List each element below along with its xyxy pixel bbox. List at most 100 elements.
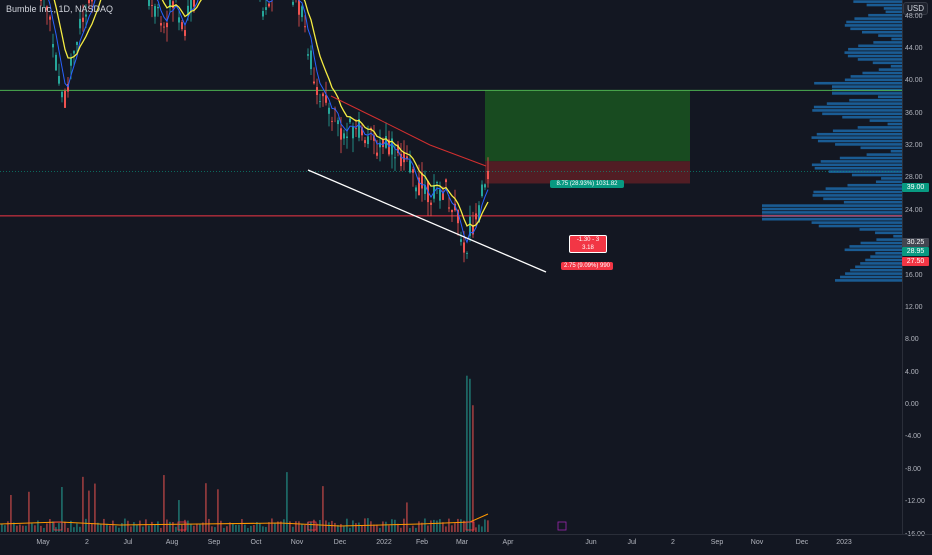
candle-body: [463, 242, 465, 253]
candle-body: [49, 16, 51, 20]
volume-bar: [169, 521, 171, 532]
candle-body: [367, 136, 369, 145]
volume-bar: [340, 523, 342, 532]
volume-profile-bar: [816, 132, 902, 136]
time-tick-label: Mar: [455, 539, 469, 546]
candle-body: [409, 160, 411, 173]
price-axis[interactable]: [902, 0, 932, 534]
volume-bar: [226, 526, 228, 532]
volume-profile-bar: [853, 0, 902, 3]
volume-bar: [154, 524, 156, 532]
volume-bar: [376, 524, 378, 532]
volume-bar: [460, 519, 462, 532]
volume-bar: [211, 526, 213, 532]
volume-bar: [199, 523, 201, 532]
volume-bar: [28, 491, 30, 532]
time-tick-label: Feb: [415, 539, 429, 546]
volume-bar: [424, 518, 426, 532]
volume-profile-bar: [878, 34, 902, 37]
volume-profile-bar: [835, 143, 902, 146]
volume-bar: [4, 525, 6, 532]
volume-bar: [79, 526, 81, 532]
volume-profile-bar: [870, 255, 902, 258]
volume-bar: [58, 523, 60, 532]
candle-body: [466, 253, 468, 254]
volume-bar: [55, 527, 57, 532]
currency-selector[interactable]: USD: [903, 2, 928, 15]
time-tick-label: May: [36, 539, 50, 546]
price-tick-label: 32.00: [905, 142, 923, 150]
symbol-title: Bumble Inc., 1D, NASDAQ: [6, 4, 114, 14]
candle-body: [415, 187, 417, 192]
volume-profile-bar: [885, 10, 902, 14]
candle-body: [349, 118, 351, 123]
volume-profile-bar: [850, 75, 902, 78]
volume-bar: [118, 527, 120, 532]
candle-body: [451, 209, 453, 213]
volume-profile-bar: [860, 241, 902, 245]
candle-body: [82, 17, 84, 22]
profit-target-label: 8.75 (28.93%) 1031.82: [550, 180, 624, 188]
candle-body: [40, 0, 42, 1]
time-tick-label: Jun: [585, 539, 597, 546]
volume-average-line: [0, 513, 489, 527]
volume-bar: [115, 525, 117, 532]
time-axis[interactable]: [0, 534, 932, 551]
candle-body: [73, 51, 75, 54]
volume-bar: [418, 521, 420, 532]
volume-bar: [214, 527, 216, 532]
volume-profile-bar: [866, 153, 902, 156]
volume-profile-bar: [844, 24, 902, 27]
volume-bar: [397, 523, 399, 532]
candle-body: [337, 120, 339, 125]
volume-bar: [145, 519, 147, 532]
blue-moving-average: [48, 0, 489, 244]
volume-bar: [271, 518, 273, 532]
volume-profile-bar: [866, 3, 902, 7]
volume-bar: [250, 525, 252, 532]
volume-bar: [334, 522, 336, 532]
entry-price-label: 30.25: [902, 238, 929, 247]
candle-body: [424, 185, 426, 194]
volume-profile-bar: [826, 102, 902, 105]
volume-bar: [1, 523, 3, 532]
volume-bar: [385, 521, 387, 532]
volume-bar: [259, 523, 261, 532]
volume-bar: [487, 520, 489, 532]
price-tick-label: 36.00: [905, 109, 923, 117]
volume-bar: [358, 522, 360, 532]
candle-body: [178, 17, 180, 23]
price-tick-label: -4.00: [905, 433, 921, 441]
candle-body: [307, 54, 309, 56]
volume-profile-bar: [857, 58, 902, 61]
candle-body: [358, 119, 360, 138]
volume-profile-bar: [823, 197, 902, 201]
volume-bar: [436, 520, 438, 532]
volume-bar: [454, 523, 456, 532]
volume-bar: [109, 525, 111, 532]
volume-bar: [463, 520, 465, 532]
candle-body: [355, 128, 357, 130]
volume-profile-bar: [844, 51, 902, 54]
volume-profile-bar: [825, 187, 902, 190]
volume-bar: [49, 519, 51, 532]
candle-body: [88, 0, 90, 4]
candle-body: [310, 50, 312, 70]
volume-bar: [388, 525, 390, 532]
volume-bar: [217, 489, 219, 532]
candle-body: [64, 90, 66, 108]
volume-profile-bar: [820, 160, 902, 163]
candle-body: [346, 136, 348, 139]
time-tick-label: Dec: [795, 539, 809, 546]
candle-body: [379, 142, 381, 148]
volume-bar: [469, 378, 471, 532]
candle-body: [340, 128, 342, 140]
earnings-marker-icon: [307, 521, 317, 531]
candle-body: [70, 58, 72, 66]
volume-bar: [22, 525, 24, 532]
volume-bar: [472, 405, 474, 532]
volume-bar: [400, 527, 402, 532]
volume-bar: [10, 494, 12, 532]
